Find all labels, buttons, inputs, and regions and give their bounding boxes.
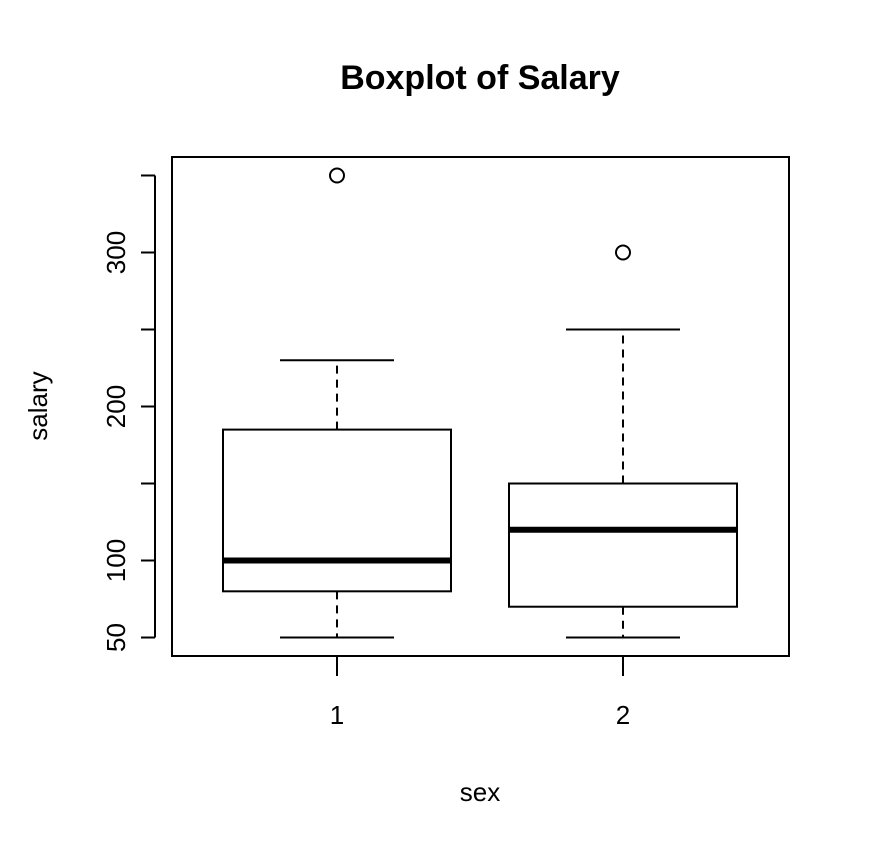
plot-frame <box>171 156 790 657</box>
box <box>508 482 738 608</box>
x-tick-label: 2 <box>616 700 630 730</box>
outlier <box>615 244 631 261</box>
x-tick-label: 1 <box>330 700 344 730</box>
outlier <box>329 167 345 184</box>
y-tick-label: 100 <box>101 539 131 582</box>
y-tick-label: 200 <box>101 385 131 428</box>
y-axis-label: salary <box>23 371 53 440</box>
y-tick-label: 50 <box>101 623 131 652</box>
x-axis-label: sex <box>460 777 500 807</box>
y-tick-label: 300 <box>101 231 131 274</box>
chart-title: Boxplot of Salary <box>340 59 620 97</box>
box <box>222 428 452 593</box>
